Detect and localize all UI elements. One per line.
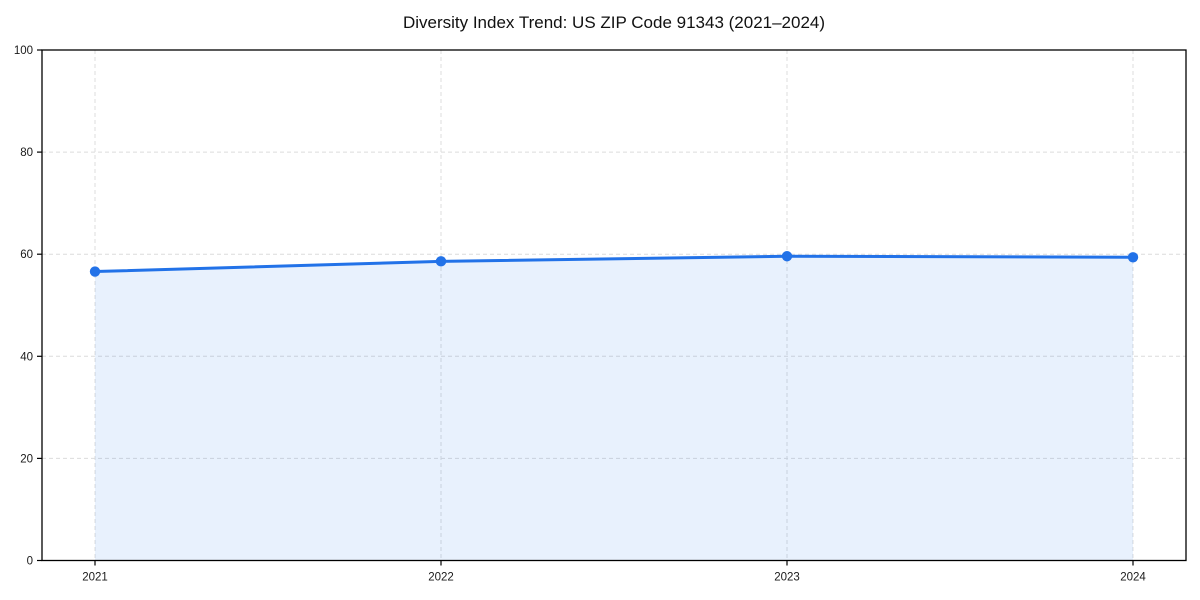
chart-title: Diversity Index Trend: US ZIP Code 91343… <box>402 13 826 32</box>
y-tick-label: 100 <box>14 45 33 57</box>
plot-border <box>41 49 1187 562</box>
x-tick-label: 2022 <box>428 572 454 584</box>
y-tick-label: 80 <box>20 147 33 159</box>
y-tick-label: 40 <box>20 351 33 363</box>
y-tick-label: 0 <box>27 556 33 568</box>
x-tick-label: 2023 <box>774 572 800 584</box>
x-tick-label: 2024 <box>1120 572 1146 584</box>
data-point-marker <box>89 266 101 277</box>
trend-line <box>93 254 1135 274</box>
y-tick-label: 60 <box>20 249 33 261</box>
data-point-marker <box>781 251 793 262</box>
area-fill <box>95 256 1133 561</box>
data-point-marker <box>435 256 447 267</box>
x-tick-label: 2021 <box>82 572 108 584</box>
data-point-marker <box>1127 252 1139 263</box>
y-tick-label: 20 <box>20 453 33 465</box>
